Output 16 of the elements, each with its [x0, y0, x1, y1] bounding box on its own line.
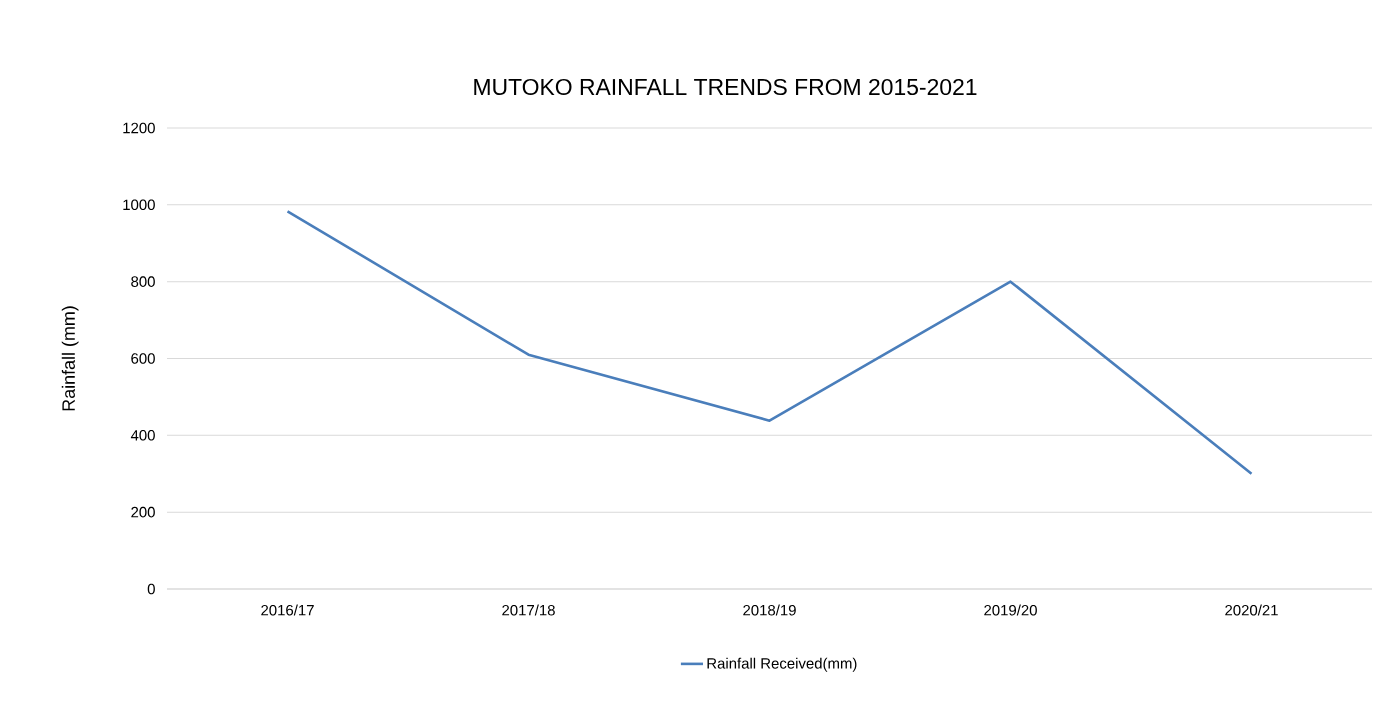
chart-title: MUTOKO RAINFALL TRENDS FROM 2015-2021 [474, 78, 977, 96]
x-tick-label: 2019/20 [984, 604, 1037, 616]
y-tick-label: 1200 [123, 122, 155, 134]
x-tick-label: 2018/19 [743, 604, 796, 616]
y-axis-title: Rainfall (mm) [61, 306, 79, 411]
x-tick-label: 2020/21 [1225, 604, 1278, 616]
x-tick-label: 2017/18 [502, 604, 555, 616]
legend-label: Rainfall Received(mm) [707, 657, 857, 672]
y-tick-label: 600 [131, 353, 155, 364]
y-tick-label: 800 [131, 276, 155, 287]
y-tick-label: 400 [130, 430, 155, 441]
y-tick-label: 0 [147, 583, 155, 595]
line-series [286, 210, 1253, 476]
y-tick-label: 200 [131, 506, 155, 518]
x-tick-label: 2016/17 [261, 604, 314, 616]
y-tick-label: 1000 [123, 199, 155, 211]
